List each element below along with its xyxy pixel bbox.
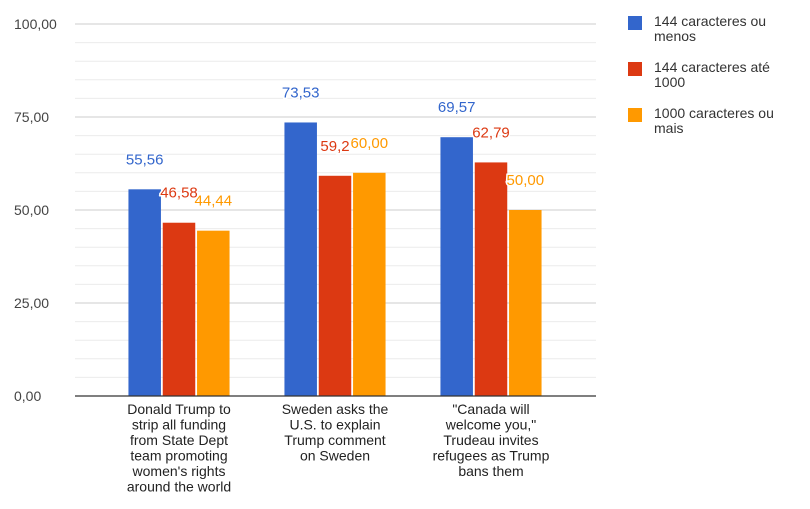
legend-label-line: menos [654,28,697,44]
bar-3-1 [197,230,230,396]
data-label: 60,00 [351,135,389,152]
data-label: 55,56 [126,151,164,168]
category-label-line: bans them [458,463,523,479]
legend-label-line: 1000 caracteres ou [654,105,774,121]
category-label-line: women's rights [132,463,226,479]
legend-label: 144 caracteres ou menos [654,14,766,44]
y-tick-label: 75,00 [14,109,49,125]
legend-label: 144 caracteres até 1000 [654,60,770,90]
data-label: 44,44 [195,193,233,210]
legend-item: 144 caracteres ou menos [628,14,810,44]
legend-swatch [628,16,642,30]
bar-3-2 [353,172,386,396]
legend-item: 144 caracteres até 1000 [628,60,810,90]
bar-2-2 [318,175,352,396]
category-label-line: Donald Trump to [127,401,231,417]
bar-1-1 [128,189,161,396]
bar-2-3 [474,162,508,396]
legend: 144 caracteres ou menos 144 caracteres até… [628,14,810,152]
legend-label: 1000 caracteres ou mais [654,106,774,136]
category-label-line: team promoting [130,448,227,464]
category-label-line: welcome you," [445,417,537,433]
category-label-line: around the world [127,479,231,495]
bar-1-3 [440,137,473,397]
category-label: Sweden asks the U.S. to explain Trump comm… [282,401,389,464]
data-label: 46,58 [160,185,198,202]
bar-2-1 [162,222,196,396]
legend-swatch [628,108,642,122]
category-label-line: from State Dept [130,432,228,448]
legend-item: 1000 caracteres ou mais [628,106,810,136]
bar-1-2 [284,122,317,397]
category-label-line: Trudeau invites [443,432,538,448]
category-label-line: "Canada will [452,401,529,417]
legend-label-line: 144 caracteres ou [654,13,767,29]
category-label-line: on Sweden [300,448,370,464]
category-label-line: strip all funding [132,417,226,433]
y-tick-label: 0,00 [14,388,41,404]
y-tick-label: 100,00 [14,16,57,32]
data-label: 59,2 [320,138,349,155]
data-label: 73,53 [282,84,320,101]
category-label-line: Trump comment [284,432,386,448]
category-label-line: Sweden asks the [282,401,389,417]
legend-swatch [628,62,642,76]
y-tick-label: 50,00 [14,202,49,218]
data-label: 62,79 [472,124,510,141]
legend-label-line: mais [654,120,684,136]
category-label: Donald Trump to strip all funding from Sta… [127,401,231,495]
bar-3-3 [509,210,542,396]
data-label: 50,00 [507,172,545,189]
category-label-line: U.S. to explain [289,417,380,433]
legend-label-line: 144 caracteres até [654,59,770,75]
category-label-line: refugees as Trump [433,448,550,464]
data-label: 69,57 [438,99,476,116]
y-tick-label: 25,00 [14,295,49,311]
legend-label-line: 1000 [654,74,686,90]
category-label: "Canada will welcome you," Trudeau invites… [433,401,550,479]
